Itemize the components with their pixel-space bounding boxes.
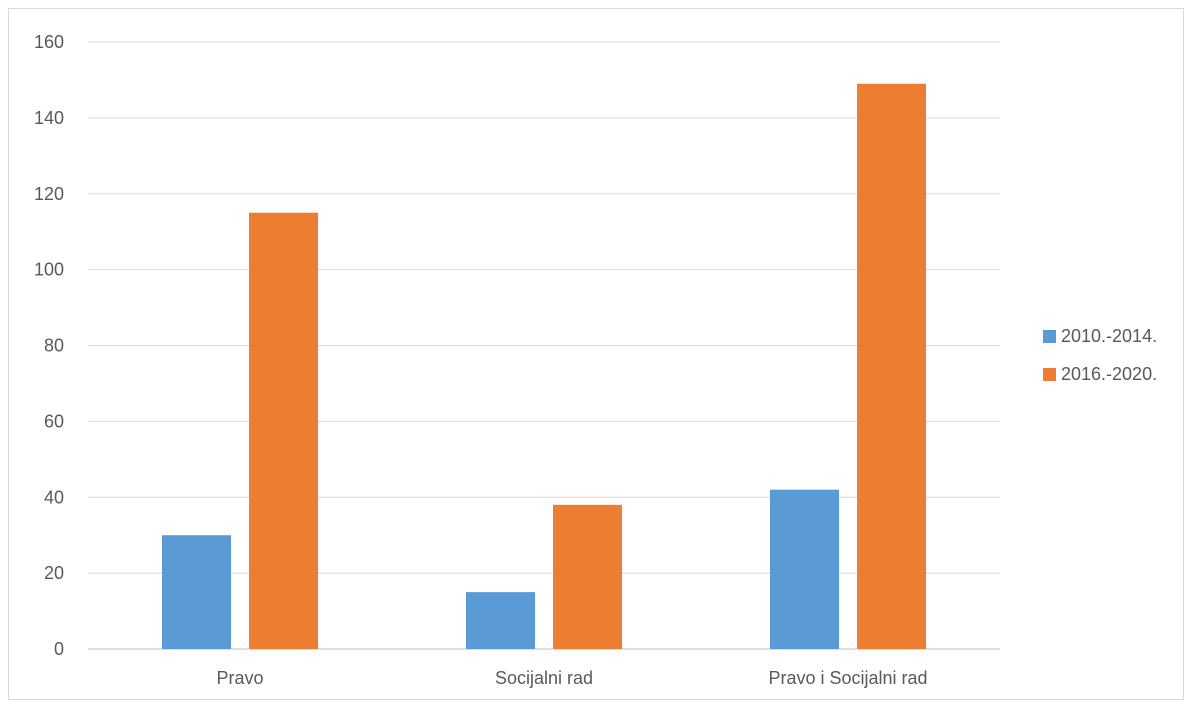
y-tick-label: 80: [44, 336, 64, 356]
bar-1-2: [466, 592, 535, 649]
x-tick-label: Socijalni rad: [495, 668, 593, 688]
y-tick-label: 160: [34, 32, 64, 52]
x-tick-label: Pravo i Socijalni rad: [768, 668, 927, 688]
legend: 2010.-2014. 2016.-2020.: [1043, 326, 1157, 402]
bar-1-1: [162, 535, 231, 649]
y-tick-label: 140: [34, 108, 64, 128]
legend-item-series-2: 2016.-2020.: [1043, 364, 1157, 384]
y-tick-label: 120: [34, 184, 64, 204]
y-tick-label: 60: [44, 411, 64, 431]
bar-2-1: [249, 212, 318, 649]
legend-item-series-1: 2010.-2014.: [1043, 326, 1157, 346]
bar-1-3: [770, 489, 839, 649]
x-tick-label: Pravo: [216, 668, 263, 688]
y-tick-label: 0: [54, 639, 64, 659]
y-tick-label: 100: [34, 260, 64, 280]
legend-label-series-1: 2010.-2014.: [1061, 325, 1158, 346]
legend-swatch-series-1: [1043, 329, 1056, 343]
bar-2-2: [553, 504, 622, 649]
legend-swatch-series-2: [1043, 367, 1056, 381]
bar-2-3: [857, 83, 926, 649]
y-tick-label: 40: [44, 487, 64, 507]
legend-label-series-2: 2016.-2020.: [1061, 363, 1158, 384]
y-tick-label: 20: [44, 563, 64, 583]
